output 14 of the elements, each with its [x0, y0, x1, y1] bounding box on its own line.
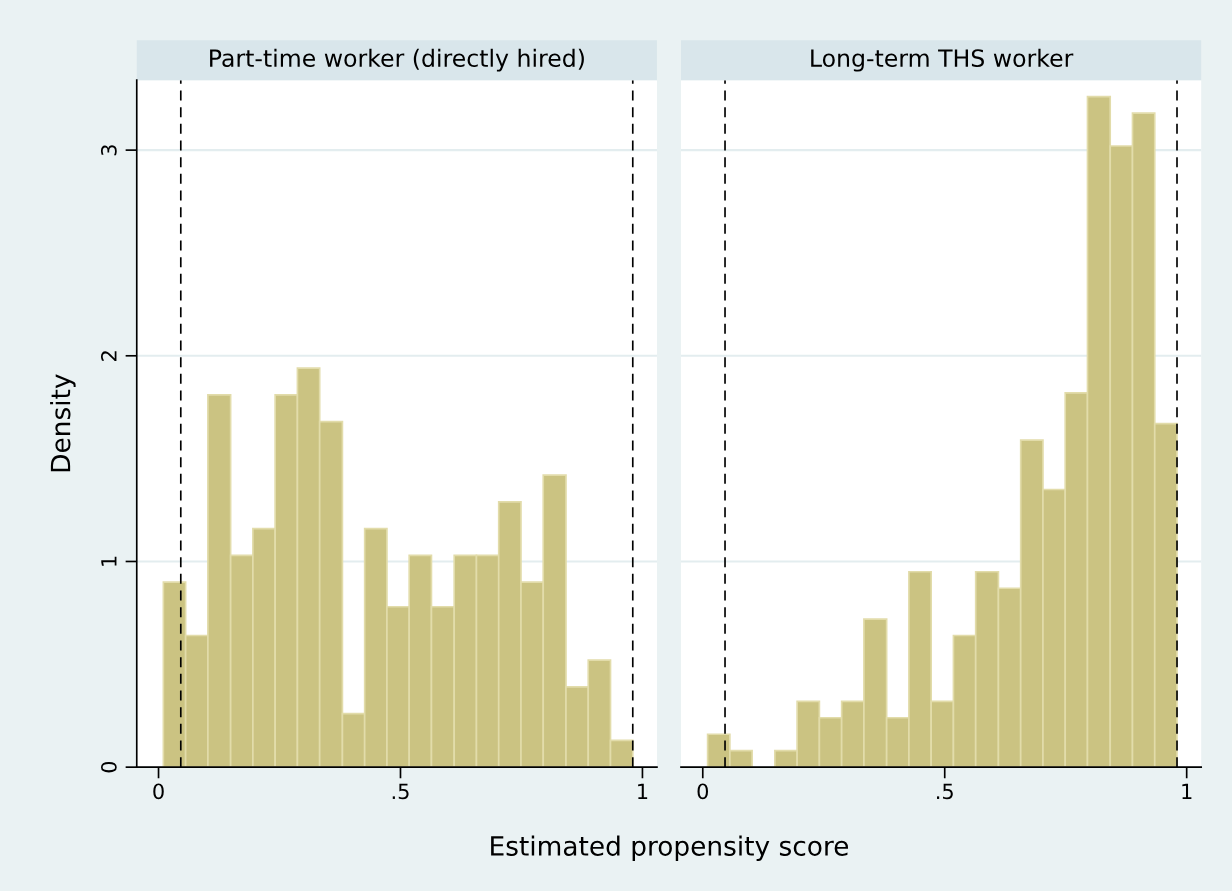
y-axis-title: Density	[50, 374, 76, 472]
y-tick-label: 0	[100, 761, 117, 773]
x-tick-label: .5	[392, 783, 409, 800]
y-tick-label: 2	[100, 351, 117, 361]
y-tick-label: 1	[101, 556, 117, 566]
x-tick-label: 1	[638, 783, 648, 799]
x-tick-label: 0	[697, 783, 709, 800]
x-tick-label: 1	[1182, 783, 1192, 799]
x-tick-label: 0	[153, 783, 164, 800]
chart-title: Part-time worker (directly hired)	[210, 48, 584, 72]
x-axis-title: Estimated propensity score	[491, 835, 849, 861]
chart-title: Long-term THS worker	[811, 48, 1074, 72]
x-tick-label: .5	[937, 783, 953, 800]
y-tick-label: 3	[100, 145, 117, 156]
